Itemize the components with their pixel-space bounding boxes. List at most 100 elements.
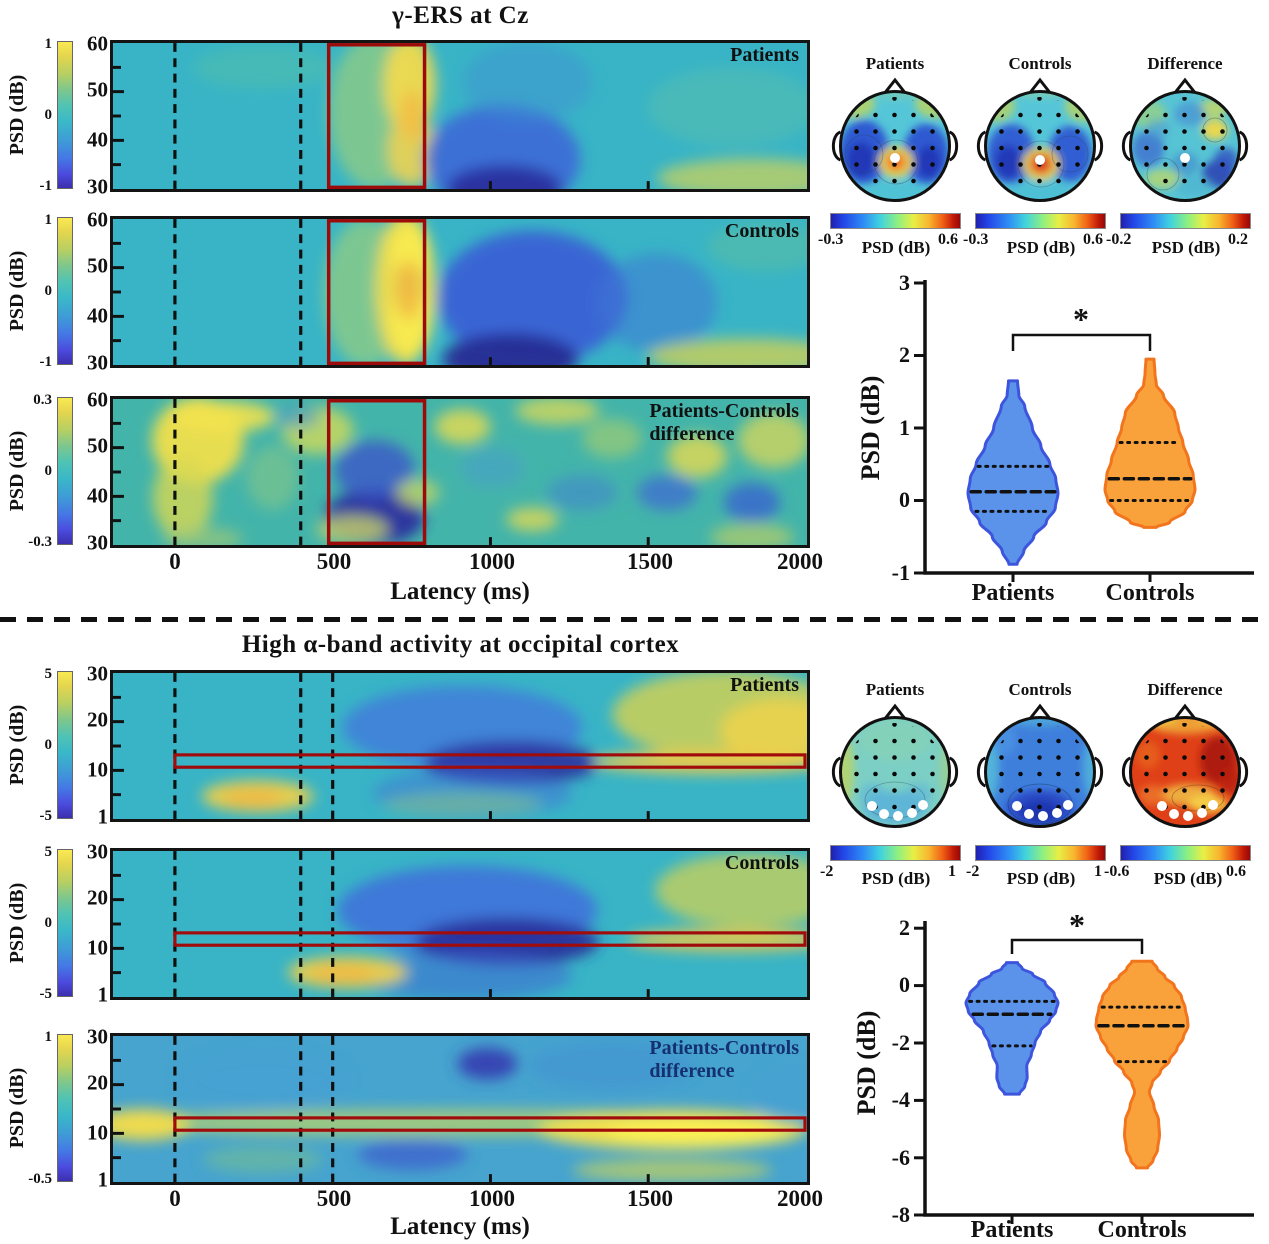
axes-spines xyxy=(923,280,1254,575)
topomap-gamma-controls xyxy=(976,77,1104,202)
violin-y-tick: -4 xyxy=(891,1087,910,1112)
violin-y-tick: 0 xyxy=(899,487,910,512)
colorbar-tick: -5 xyxy=(39,986,53,1002)
electrode-dots xyxy=(846,723,944,821)
y-tick: 1 xyxy=(97,804,109,829)
heatmap-canvas xyxy=(113,851,807,997)
colorbar-tick: -1 xyxy=(39,178,53,194)
cbar-min: -2 xyxy=(820,863,834,880)
head-outline xyxy=(1129,90,1241,202)
violin-y-tick: 2 xyxy=(899,915,910,940)
x-tick: 2000 xyxy=(777,1186,823,1211)
psd-axis-label: PSD (dB) xyxy=(6,430,28,512)
y-tick: 30 xyxy=(87,350,108,375)
roi-band xyxy=(173,931,807,947)
nose xyxy=(1172,703,1198,721)
axes-spines xyxy=(923,921,1254,1217)
cbar-label: PSD (dB) xyxy=(1151,238,1221,257)
right-ear xyxy=(1238,130,1249,162)
psd-axis-label: PSD (dB) xyxy=(6,74,28,156)
left-ear xyxy=(831,130,842,162)
psd-axis-label: PSD (dB) xyxy=(6,882,28,964)
head-outline xyxy=(839,716,951,828)
occipital-electrode-markers xyxy=(867,800,928,821)
panel-label: Patients xyxy=(730,44,799,67)
panel-label: Patients xyxy=(730,674,799,697)
violin-patients xyxy=(964,961,1060,1096)
occipital-electrode-markers xyxy=(1012,800,1073,821)
electrode-dots xyxy=(1136,97,1234,195)
electrode-dots xyxy=(991,97,1089,195)
violin-plot-alpha: * xyxy=(914,907,1254,1224)
cbar-min: -0.3 xyxy=(818,231,844,248)
violin-category-controls: Controls xyxy=(1097,1217,1187,1243)
panel-label: Patients-Controls difference xyxy=(649,400,799,446)
x-tick: 0 xyxy=(169,1186,181,1211)
violin-y-tick: -8 xyxy=(891,1202,910,1227)
head-outline xyxy=(839,90,951,202)
cbar-max: 0.6 xyxy=(1083,231,1103,248)
colorbar-alpha-patients xyxy=(57,671,73,819)
topo-colorbar xyxy=(830,845,961,861)
heatmap-canvas xyxy=(113,43,807,189)
violin-y-tick: 0 xyxy=(899,972,910,997)
topomap-title: Controls xyxy=(1008,680,1072,699)
colorbar-gamma-difference xyxy=(57,397,73,545)
violin-category-patients: Patients xyxy=(971,580,1055,606)
violin-controls xyxy=(1094,959,1190,1170)
y-tick: 30 xyxy=(87,1024,108,1049)
nose xyxy=(1027,703,1053,721)
cbar-max: 1 xyxy=(1094,863,1102,880)
y-tick: 60 xyxy=(87,387,108,412)
x-axis-label: Latency (ms) xyxy=(390,578,530,605)
panel-label-text: Controls xyxy=(724,852,799,874)
left-ear xyxy=(831,756,842,788)
colorbar-tick: 5 xyxy=(44,666,53,682)
y-tick: 50 xyxy=(87,433,108,458)
x-tick: 1000 xyxy=(469,549,515,574)
panel-label-text2: difference xyxy=(649,423,735,445)
y-tick: 20 xyxy=(87,707,108,732)
y-tick: 10 xyxy=(87,757,108,782)
spectrogram-gamma-controls: Controls xyxy=(110,216,810,368)
cbar-min: -0.2 xyxy=(1106,231,1132,248)
y-tick: 40 xyxy=(87,127,108,152)
x-tick: 500 xyxy=(316,1186,352,1211)
spectrogram-alpha-patients: Patients xyxy=(110,670,810,822)
violin-y-tick: 1 xyxy=(899,415,910,440)
topomap-title: Patients xyxy=(865,54,925,73)
occipital-electrode-markers xyxy=(1157,800,1218,821)
y-tick: 1 xyxy=(97,1167,109,1192)
violin-category-patients: Patients xyxy=(970,1217,1054,1243)
topomap-alpha-patients xyxy=(831,703,959,828)
significance-bracket xyxy=(1010,938,1144,954)
colorbar-tick: 0.3 xyxy=(33,392,52,408)
panel-label-text: Patients xyxy=(730,44,799,66)
roi-box xyxy=(326,399,427,545)
topomap-gamma-patients xyxy=(831,77,959,202)
spectrogram-gamma-patients: Patients xyxy=(110,40,810,192)
y-tick: 1 xyxy=(97,982,109,1007)
y-tick: 20 xyxy=(87,885,108,910)
cbar-max: 0.6 xyxy=(1226,863,1246,880)
y-tick: 30 xyxy=(87,661,108,686)
nose xyxy=(882,77,908,95)
panel-label-text: Patients xyxy=(730,674,799,696)
y-tick: 40 xyxy=(87,483,108,508)
colorbar-tick: 0 xyxy=(44,283,53,299)
y-tick: 10 xyxy=(87,1120,108,1145)
right-ear xyxy=(1238,756,1249,788)
colorbar-alpha-controls xyxy=(57,849,73,997)
psd-axis-label: PSD (dB) xyxy=(6,704,28,786)
colorbar-tick: 0 xyxy=(44,737,53,753)
top-section-title: γ-ERS at Cz xyxy=(392,2,529,29)
electrode-dots xyxy=(1136,723,1234,821)
significance-bracket xyxy=(1011,333,1152,351)
head-outline xyxy=(984,90,1096,202)
cbar-label: PSD (dB) xyxy=(861,869,931,888)
colorbar-tick: 0 xyxy=(44,107,53,123)
roi-band xyxy=(173,1116,807,1132)
topomap-title: Controls xyxy=(1008,54,1072,73)
significance-asterisk: * xyxy=(1073,301,1089,337)
colorbar-tick: 1 xyxy=(44,1029,53,1045)
